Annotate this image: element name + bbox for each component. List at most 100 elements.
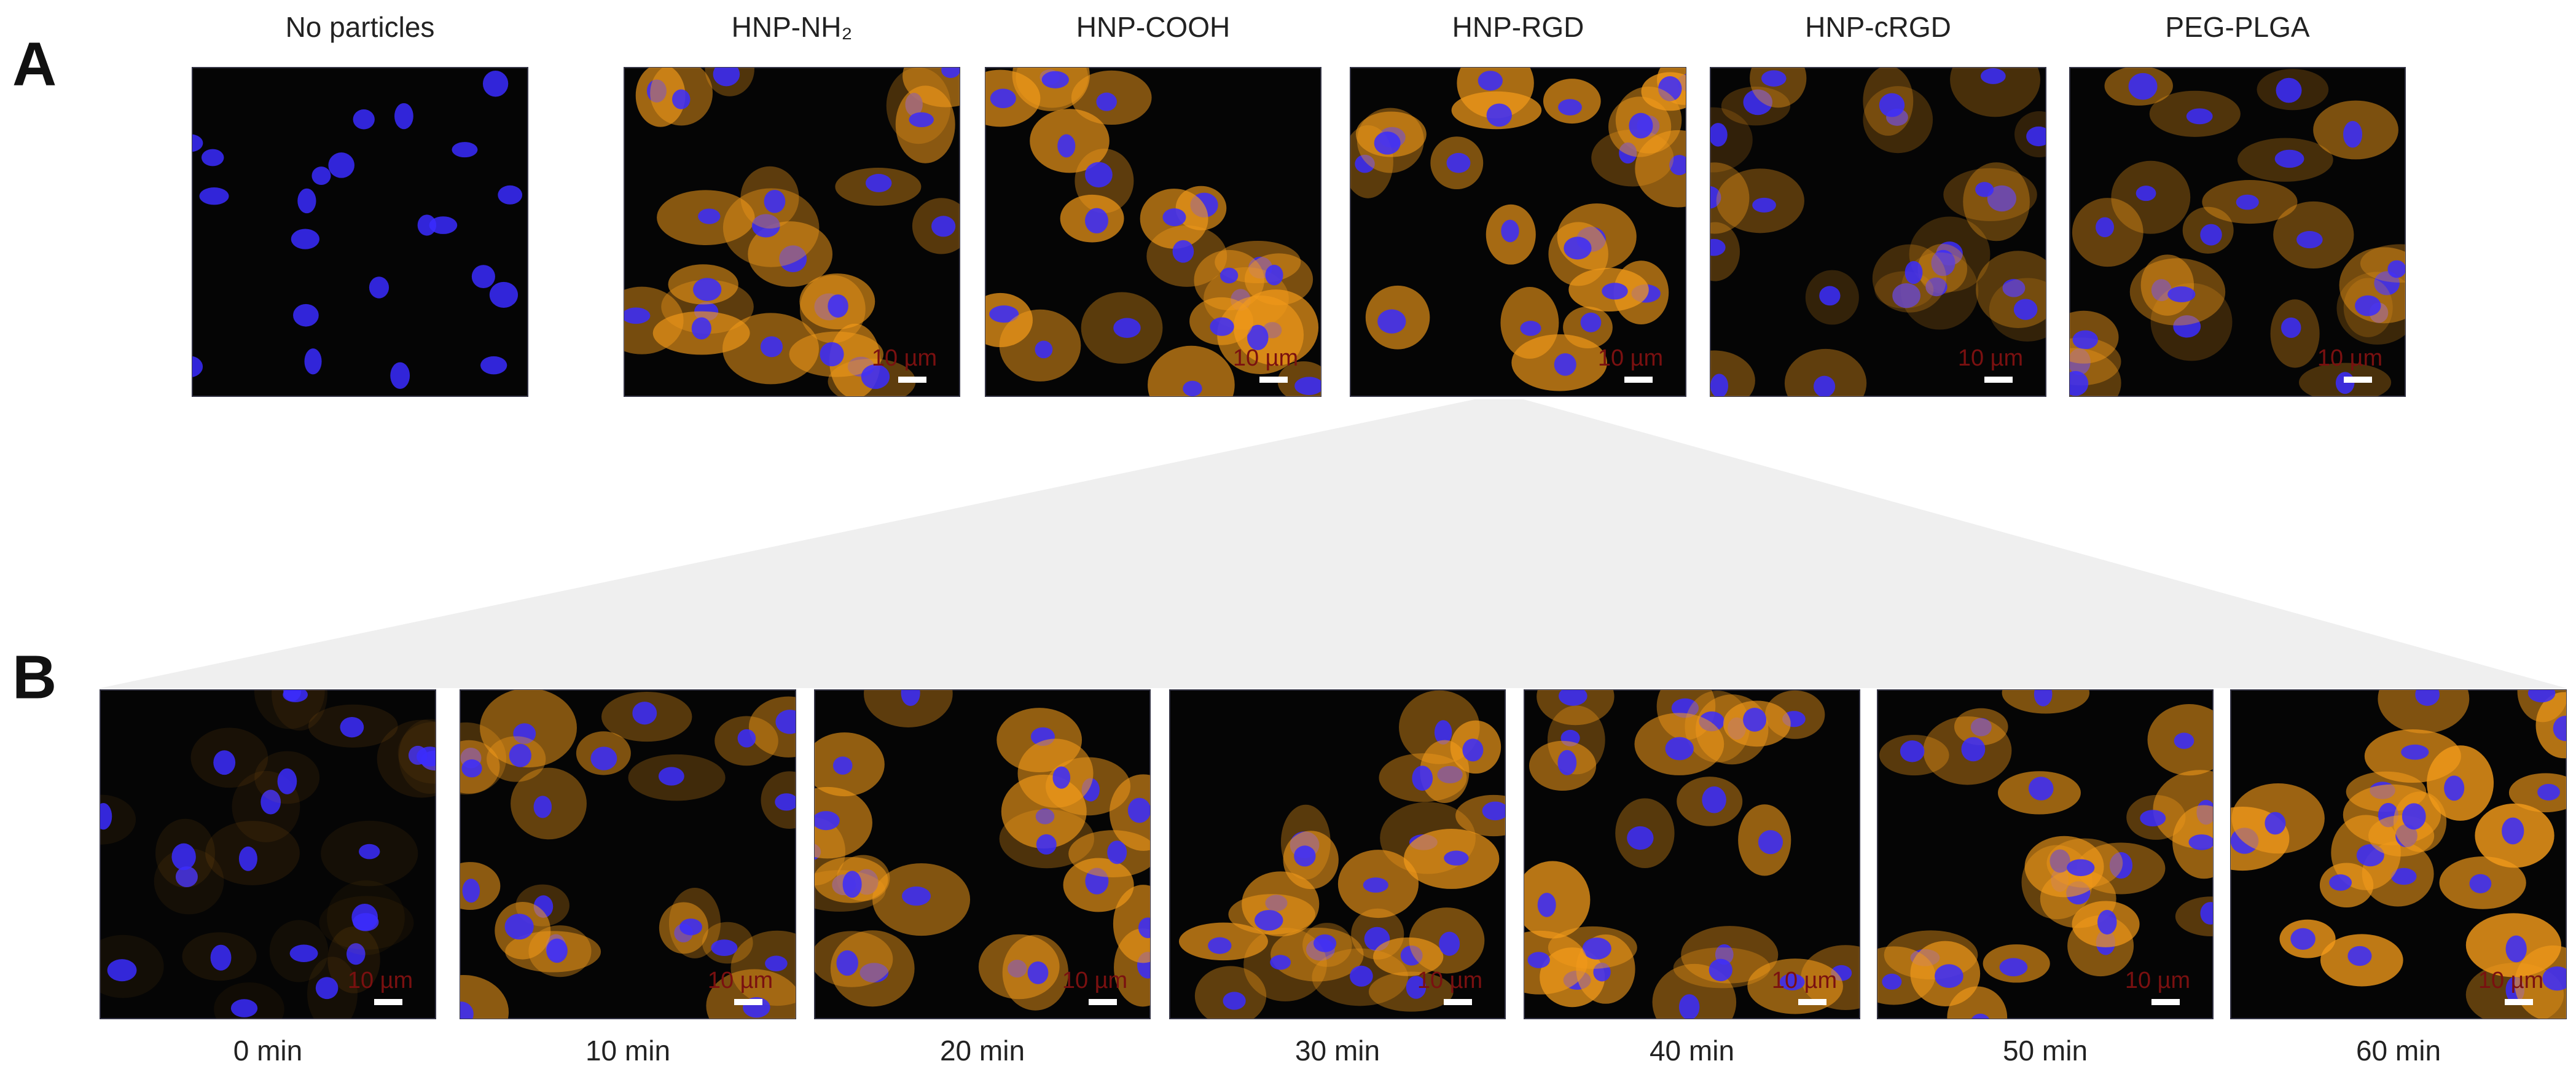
cell-body — [1710, 222, 1740, 281]
nucleus — [1580, 312, 1602, 332]
nucleus — [1377, 309, 1406, 334]
nucleus — [452, 142, 478, 158]
nucleus — [2527, 690, 2556, 703]
nucleus — [2013, 299, 2038, 320]
micrograph — [192, 67, 528, 397]
scale-bar — [1089, 999, 1117, 1005]
scale-bar — [1624, 377, 1653, 383]
nucleus — [1678, 994, 1700, 1019]
nucleus — [764, 189, 786, 213]
image-title: HNP-COOH — [1076, 11, 1230, 43]
nucleus — [671, 89, 691, 109]
nucleus — [1437, 766, 1463, 784]
cell-body — [1148, 345, 1235, 396]
cells — [815, 690, 1150, 1011]
cell-body — [254, 690, 325, 729]
nucleus — [192, 356, 203, 377]
nucleus — [304, 348, 322, 375]
nucleus — [1879, 93, 1905, 117]
image-title: 40 min — [1650, 1035, 1734, 1067]
cell-body — [272, 690, 327, 731]
nucleus — [2390, 867, 2417, 885]
micrograph: 10 µm — [460, 689, 796, 1019]
nucleus — [679, 918, 703, 936]
nucleus — [359, 844, 380, 860]
nucleus — [1406, 976, 1427, 999]
image-title: 10 min — [585, 1035, 670, 1067]
scale-bar — [1259, 377, 1288, 383]
nucleus — [1564, 237, 1592, 260]
scale-bar — [374, 999, 402, 1005]
nucleus — [1223, 992, 1246, 1010]
nucleus — [340, 717, 364, 738]
nucleus — [546, 938, 568, 963]
nucleus — [1162, 208, 1186, 227]
cell-body — [397, 722, 436, 784]
nucleus — [513, 723, 536, 744]
nucleus — [297, 188, 316, 214]
cells — [1350, 68, 1686, 391]
nucleus — [1758, 830, 1783, 855]
nucleus — [990, 88, 1016, 109]
cell-body — [1710, 162, 1750, 234]
nucleus — [1669, 155, 1686, 176]
nucleus — [1041, 71, 1069, 88]
nucleus — [1971, 1013, 1989, 1019]
nucleus — [775, 793, 796, 811]
nucleus — [1270, 955, 1291, 970]
nucleus — [693, 278, 722, 301]
nucleus — [480, 356, 507, 375]
scale-bar — [1984, 377, 2013, 383]
cells — [100, 690, 436, 1019]
cell-body — [2517, 690, 2566, 723]
micrograph: 10 µm — [985, 67, 1321, 397]
nucleus — [1412, 766, 1433, 791]
scale-bar-label: 10 µm — [872, 345, 937, 371]
nucleus — [369, 276, 390, 299]
micrograph: 10 µm — [1169, 689, 1506, 1019]
cell-body — [730, 930, 796, 1006]
nucleus — [861, 364, 890, 390]
nucleus — [2167, 286, 2196, 303]
nucleus — [1085, 162, 1113, 188]
nucleus — [1363, 877, 1388, 893]
nucleus — [2329, 874, 2352, 891]
image-title: No particles — [286, 11, 435, 43]
nucleus — [1313, 934, 1337, 952]
scale-bar — [1444, 999, 1472, 1005]
nucleus — [691, 317, 711, 340]
image-title: HNP-cRGD — [1805, 11, 1951, 43]
nucleus — [1935, 964, 1963, 989]
nucleus — [291, 229, 319, 249]
nucleus — [2028, 777, 2054, 801]
nucleus — [1752, 197, 1776, 213]
nucleus — [171, 843, 196, 871]
image-title: 20 min — [940, 1035, 1025, 1067]
cell-body — [1537, 690, 1615, 726]
nucleus — [2070, 348, 2091, 375]
nucleus — [1462, 738, 1484, 762]
nucleus — [2174, 732, 2194, 749]
scale-bar-label: 10 µm — [708, 968, 773, 993]
nucleus — [1439, 931, 1460, 956]
nucleus — [2140, 810, 2166, 827]
cell-body — [864, 690, 953, 727]
nucleus — [1710, 374, 1729, 396]
cells — [1524, 690, 1860, 1019]
micrograph: 10 µm — [100, 689, 436, 1019]
micrograph: 10 µm — [814, 689, 1151, 1019]
nucleus — [289, 944, 318, 963]
nucleus — [775, 710, 796, 734]
nucleus — [2505, 935, 2527, 963]
cell-body — [460, 974, 509, 1019]
nucleus — [828, 294, 848, 318]
nucleus — [1627, 826, 1654, 850]
nucleus — [509, 743, 531, 767]
nucleus — [2296, 231, 2323, 249]
nucleus — [293, 304, 319, 327]
nucleus — [1035, 340, 1053, 359]
micrograph: 10 µm — [1350, 67, 1686, 397]
nucleus — [311, 166, 331, 186]
nucleus — [713, 68, 740, 87]
nucleus — [859, 963, 889, 983]
